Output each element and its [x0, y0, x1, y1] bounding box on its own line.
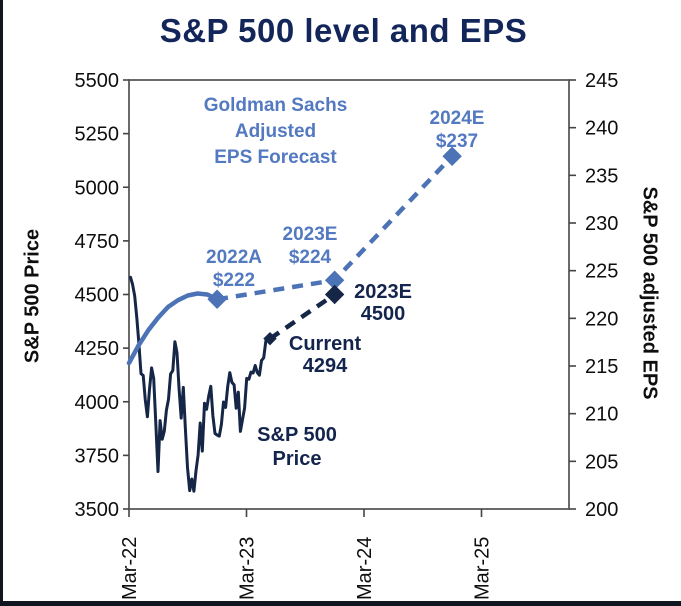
y-right-tick-label: 200 — [585, 499, 618, 521]
y-left-tick-label: 4000 — [75, 392, 120, 414]
x-tick-label: Mar-24 — [354, 537, 376, 600]
eps-actual-line — [126, 291, 220, 366]
y-left-tick-label: 4500 — [75, 285, 120, 307]
sp500-price-line — [129, 275, 272, 493]
x-tick-label: Mar-23 — [237, 537, 259, 600]
x-tick-label: Mar-25 — [472, 537, 494, 600]
annotation-goldman-eps-forecast: Goldman Sachs Adjusted EPS Forecast — [203, 95, 348, 168]
left-axis-title: S&P 500 Price — [21, 228, 44, 364]
y-left-tick-label: 3500 — [75, 499, 120, 521]
y-left-tick-label: 5250 — [75, 124, 120, 146]
annotation-current-price: Current 4294 — [288, 333, 362, 377]
annotation-2023e-price-target: 2023E 4500 — [354, 281, 412, 325]
y-right-tick-label: 215 — [585, 356, 618, 378]
y-left-tick-label: 5000 — [75, 177, 120, 199]
y-right-tick-label: 225 — [585, 261, 618, 283]
y-right-tick-label: 220 — [585, 308, 618, 330]
price-forecast-marker — [263, 331, 277, 346]
annotation-2024e-eps: 2024E $237 — [429, 108, 485, 152]
y-right-tick-label: 240 — [585, 118, 618, 140]
y-left-tick-label: 3750 — [75, 445, 120, 467]
eps-forecast-marker — [207, 289, 227, 309]
annotation-sp500-price-series: S&P 500 Price — [257, 424, 337, 470]
y-right-tick-label: 230 — [585, 213, 618, 235]
y-left-tick-label: 5500 — [75, 70, 120, 92]
eps-forecast-marker — [442, 146, 462, 166]
y-right-tick-label: 235 — [585, 165, 618, 187]
annotation-2022a-eps: 2022A $222 — [206, 247, 262, 291]
chart-plot-area: 5500 5250 5000 4750 4500 4250 4000 3750 3500 245 2… — [75, 70, 619, 600]
price-forecast-line — [268, 292, 336, 341]
y-left-tick-label: 4250 — [75, 338, 120, 360]
right-axis-title: S&P 500 adjusted EPS — [638, 186, 661, 400]
price-forecast-marker — [324, 284, 345, 305]
chart-title: S&P 500 level and EPS — [159, 12, 528, 49]
annotation-2023e-eps: 2023E $224 — [282, 224, 338, 268]
y-right-tick-label: 210 — [585, 404, 618, 426]
x-tick-label: Mar-22 — [119, 537, 141, 600]
y-right-tick-label: 205 — [585, 451, 618, 473]
y-right-tick-label: 245 — [585, 70, 618, 92]
y-left-tick-label: 4750 — [75, 231, 120, 253]
